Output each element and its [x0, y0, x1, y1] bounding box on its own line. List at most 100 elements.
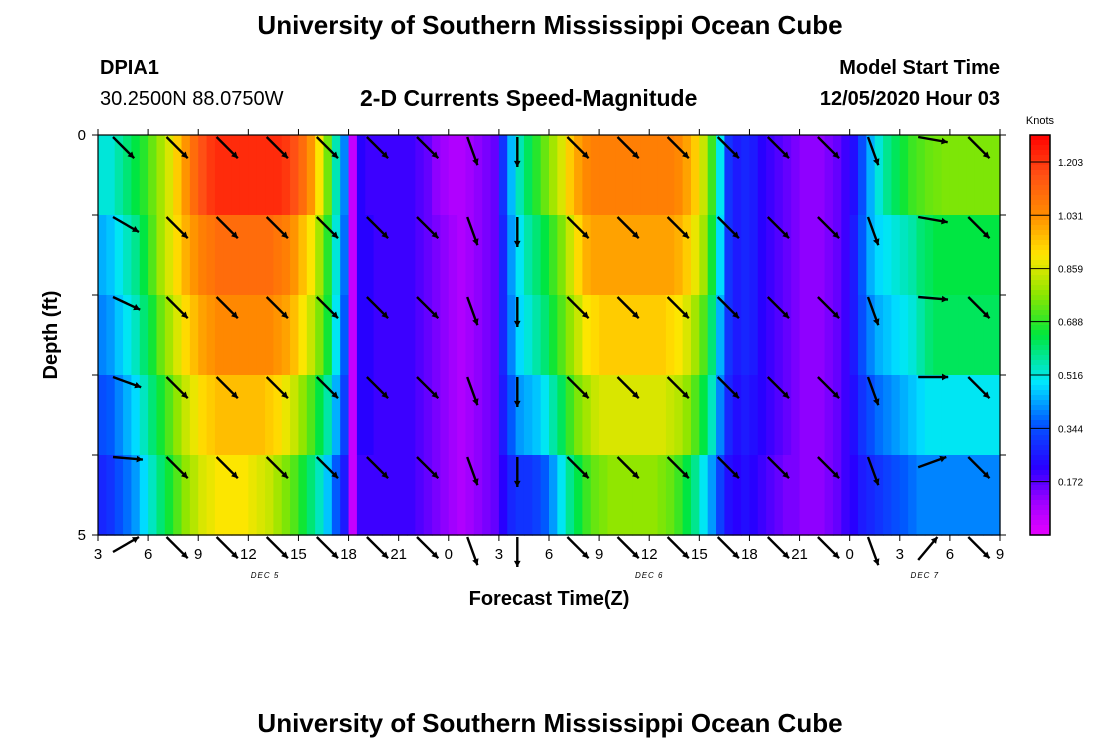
heat-cell [624, 295, 634, 376]
heat-cell [849, 135, 859, 216]
heat-cell [148, 295, 158, 376]
heat-cell [507, 295, 517, 376]
heat-cell [908, 455, 918, 536]
vector-arrowhead [181, 151, 188, 159]
x-tick-label: 3 [495, 546, 503, 563]
heat-cell [590, 215, 600, 296]
heat-cell [457, 135, 467, 216]
heat-cell [640, 135, 650, 216]
vector-arrowhead [281, 471, 288, 479]
vector-arrowhead [281, 551, 288, 559]
heat-cell [515, 455, 525, 536]
colorbar-swatch [1030, 305, 1050, 311]
heat-cell [181, 215, 191, 296]
heat-cell [716, 455, 725, 536]
colorbar-swatch [1030, 340, 1050, 346]
colorbar-swatch [1030, 475, 1050, 481]
heat-cell [958, 135, 968, 216]
colorbar-swatch [1030, 455, 1050, 461]
heat-cell [323, 215, 333, 296]
heat-cell [398, 295, 408, 376]
heat-cell [323, 295, 333, 376]
heat-cell [866, 215, 876, 296]
heat-cell [532, 135, 542, 216]
heat-cell [615, 375, 625, 456]
heat-cell [657, 295, 667, 376]
heat-cell [331, 455, 341, 536]
heat-cell [331, 295, 341, 376]
heat-cell [699, 215, 709, 296]
colorbar-swatch [1030, 380, 1050, 386]
heat-cell [832, 135, 842, 216]
heat-cell [498, 295, 508, 376]
heat-cell [265, 295, 274, 376]
heat-cell [281, 455, 291, 536]
heat-cell [941, 455, 951, 536]
heat-cell [732, 375, 742, 456]
heat-cell [148, 375, 158, 456]
heat-cell [640, 455, 650, 536]
heat-cell [273, 455, 283, 536]
heat-cell [540, 375, 550, 456]
heat-cell [557, 375, 567, 456]
x-tick-label: 12 [240, 546, 257, 563]
page-title: University of Southern Mississippi Ocean… [257, 10, 843, 40]
heat-cell [582, 135, 592, 216]
currents-chart: 3 6 9 12 15 18 21 0 3 6 9 12 15 18 21 0 3 6 9 DEC 5 DEC 6 DEC… [40, 115, 1083, 610]
heat-cell [574, 215, 584, 296]
vector-arrowhead [832, 391, 840, 399]
heat-cell [640, 295, 650, 376]
heat-cell [98, 135, 107, 216]
heat-cell [123, 375, 133, 456]
heat-cell [281, 375, 291, 456]
vector-arrowhead [632, 391, 639, 399]
heat-cell [407, 215, 416, 296]
heat-cell [432, 375, 442, 456]
vector-arrowhead [782, 391, 789, 399]
vector-arrowhead [581, 151, 589, 159]
colorbar-swatch [1030, 470, 1050, 476]
heat-cell [774, 215, 784, 296]
heat-cell [724, 375, 734, 456]
vector-arrowhead [832, 151, 840, 159]
heat-cell [540, 295, 550, 376]
heat-cell [949, 375, 959, 456]
vector-arrowhead [331, 471, 338, 479]
colorbar-swatch [1030, 290, 1050, 296]
vector-arrowhead [941, 217, 948, 225]
vector-arrowhead [181, 391, 188, 399]
colorbar-swatch [1030, 260, 1050, 266]
heat-cell [949, 135, 959, 216]
heat-cell [615, 215, 625, 296]
heat-cell [674, 455, 684, 536]
heat-cell [766, 135, 776, 216]
x-tick-label: 15 [290, 546, 307, 563]
heat-cell [114, 455, 124, 536]
heat-cell [657, 135, 667, 216]
heat-cell [248, 215, 258, 296]
vector-arrowhead [732, 551, 739, 559]
heat-cell [164, 215, 174, 296]
heat-cell [181, 455, 191, 536]
heat-cell [223, 215, 233, 296]
heat-cell [106, 295, 116, 376]
heat-cell [457, 455, 467, 536]
x-tick-label: 21 [390, 546, 407, 563]
heat-cell [966, 135, 976, 216]
heat-cell [189, 375, 199, 456]
heat-cell [941, 215, 951, 296]
heat-cell [432, 135, 442, 216]
vector-arrowhead [281, 231, 288, 239]
heat-cell [515, 215, 525, 296]
heat-cell [924, 135, 934, 216]
heat-cell [749, 135, 759, 216]
colorbar-swatch [1030, 280, 1050, 286]
colorbar-swatch [1030, 300, 1050, 306]
heat-cell [974, 455, 984, 536]
vector-arrowhead [632, 231, 639, 239]
colorbar-swatch [1030, 405, 1050, 411]
heat-cell [699, 455, 709, 536]
vector-arrowhead [513, 320, 521, 327]
heat-cell [799, 215, 809, 296]
vector-arrowhead [873, 158, 880, 166]
